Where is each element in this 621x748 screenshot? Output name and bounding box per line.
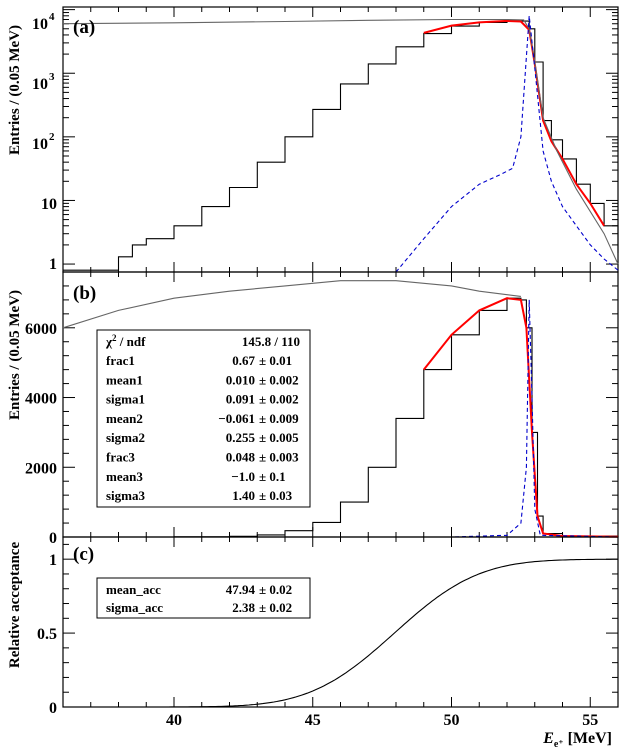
stat-value: 0.091 — [226, 392, 255, 407]
stat-error: ± 0.005 — [259, 430, 299, 445]
series-data-histogram-line — [63, 297, 619, 538]
panel-a-ylabel: Entries / (0.05 MeV) — [7, 25, 23, 155]
stat-value: −0.061 — [218, 411, 255, 426]
series-data-histogram-line — [63, 20, 619, 271]
panel-b-ytick-labels: 0 2000 4000 6000 — [25, 321, 57, 547]
fit-stats-box-frame — [96, 329, 311, 508]
stat-value: 2.38 — [232, 600, 255, 615]
ytick-label-10: 10 — [41, 196, 57, 213]
stat-label: mean3 — [106, 469, 143, 484]
x-tick-labels: 40 45 50 55 — [166, 712, 598, 729]
series-signal-component-line — [63, 299, 619, 538]
stat-error: ± 0.002 — [259, 372, 299, 387]
series-fit-line — [423, 297, 619, 538]
stat-error: ± 0.01 — [259, 353, 292, 368]
stat-label: sigma2 — [106, 430, 145, 445]
panel-a-ytick-labels: 1 10 10 2 10 3 10 4 — [32, 11, 57, 273]
fit-stats-rows: frac1 0.67 ± 0.01 mean1 0.010 ± 0.002 sigma1 0.… — [106, 353, 299, 503]
stat-value: 0.255 — [226, 430, 256, 445]
panel-b-ylabel: Entries / (0.05 MeV) — [7, 290, 23, 420]
series-signal-component-line — [395, 15, 619, 273]
ytick-exponent-1e4: 4 — [49, 11, 55, 23]
ytick-label: 4000 — [25, 391, 57, 408]
ytick-exponent-1e3: 3 — [49, 71, 55, 83]
panel-b-ticks — [62, 271, 619, 538]
stat-error: ± 0.02 — [259, 582, 292, 597]
stat-label: mean2 — [106, 411, 143, 426]
acceptance-stats-box: mean_acc 47.94 ± 0.02 sigma_acc 2.38 ± 0.02 — [96, 577, 311, 619]
stat-label: frac1 — [106, 353, 135, 368]
ytick-label-1e4: 10 — [32, 16, 48, 33]
stat-label: sigma3 — [106, 488, 146, 503]
panel-b-label: (b) — [73, 283, 96, 304]
ytick-label-1e3: 10 — [32, 76, 48, 93]
panel-c-ticks — [62, 537, 619, 708]
stat-value: 47.94 — [226, 582, 256, 597]
chi2-value: 145.8 / 110 — [242, 334, 300, 349]
series-acceptance-corrected-line — [62, 18, 619, 265]
ytick-label: 0 — [49, 530, 57, 547]
stat-error: ± 0.002 — [259, 392, 299, 407]
series-acceptance-line — [63, 558, 618, 708]
stat-label: sigma_acc — [106, 600, 163, 615]
stat-value: −1.0 — [231, 469, 255, 484]
acceptance-stats-box-frame — [96, 577, 311, 619]
xtick-label: 45 — [305, 712, 321, 729]
panel-a-series — [62, 15, 619, 273]
panel-c-frame — [62, 536, 619, 708]
series-acceptance-corrected-line — [62, 280, 521, 329]
ytick-label: 2000 — [25, 460, 57, 477]
stat-error: ± 0.03 — [259, 488, 293, 503]
stat-error: ± 0.003 — [259, 450, 299, 465]
panel-c-ytick-labels: 00.51 — [37, 552, 57, 717]
fit-stats-box: χ2 / ndf 145.8 / 110 frac1 0.67 ± 0.01 mean… — [96, 329, 311, 508]
panel-a-ticks — [62, 7, 619, 272]
ytick-label: 6000 — [25, 321, 57, 338]
panel-a: 1 10 10 2 10 3 10 4 (a) Entries / (0.05 … — [7, 6, 619, 273]
stat-label: mean1 — [106, 372, 143, 387]
stat-error: ± 0.009 — [259, 411, 299, 426]
stat-value: 0.048 — [226, 450, 256, 465]
stat-label: sigma1 — [106, 392, 145, 407]
chi2-label: χ2 / ndf — [105, 333, 146, 349]
panel-c-series — [63, 558, 618, 708]
panel-c: 00.51 40 45 50 55 (c) Relative acceptance m… — [7, 536, 619, 748]
panel-c-ylabel: Relative acceptance — [7, 542, 23, 669]
stat-value: 1.40 — [232, 488, 255, 503]
stat-error: ± 0.02 — [259, 600, 292, 615]
acceptance-stats-rows: mean_acc 47.94 ± 0.02 sigma_acc 2.38 ± 0.02 — [106, 582, 292, 615]
ytick-label-1e2: 10 — [32, 136, 48, 153]
panel-b: 0 2000 4000 6000 (b) Entries / (0.05 MeV) χ… — [7, 271, 619, 547]
x-axis-label: Ee⁺ [MeV] — [542, 730, 612, 748]
series-fit-line — [423, 19, 605, 227]
panel-c-label: (c) — [73, 544, 94, 565]
ytick-label: 0.5 — [37, 626, 57, 643]
ytick-label-1: 1 — [49, 256, 57, 273]
ytick-label: 1 — [49, 552, 57, 569]
stat-label: mean_acc — [106, 582, 161, 597]
xtick-label: 40 — [166, 712, 182, 729]
stat-value: 0.67 — [232, 353, 255, 368]
panel-a-label: (a) — [73, 17, 95, 38]
stat-error: ± 0.1 — [259, 469, 286, 484]
ytick-exponent-1e2: 2 — [49, 131, 55, 143]
stat-value: 0.010 — [226, 372, 255, 387]
xtick-label: 55 — [582, 712, 598, 729]
panel-b-series — [62, 280, 619, 538]
xtick-label: 50 — [444, 712, 460, 729]
stat-label: frac3 — [106, 450, 135, 465]
ytick-label: 0 — [49, 700, 57, 717]
